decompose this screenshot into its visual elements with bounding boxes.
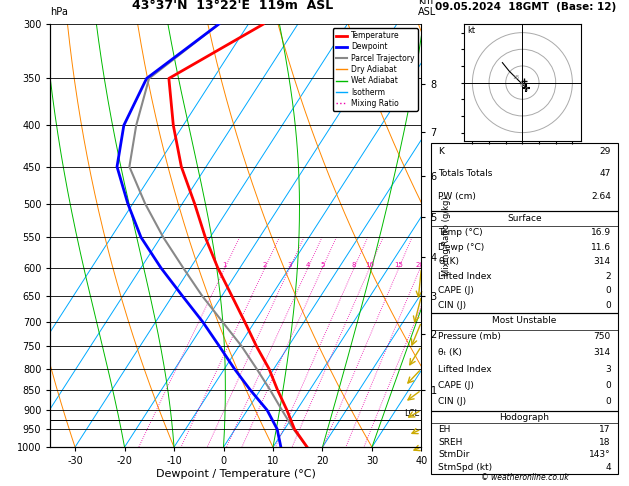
Text: K: K [438,147,444,156]
Text: 18: 18 [513,75,520,80]
Text: CAPE (J): CAPE (J) [438,381,474,390]
Text: 5: 5 [320,262,325,268]
Text: CIN (J): CIN (J) [438,397,467,406]
Text: Most Unstable: Most Unstable [493,316,557,325]
Text: Pressure (mb): Pressure (mb) [438,332,501,341]
Text: 314: 314 [594,348,611,357]
Text: Lifted Index: Lifted Index [438,364,492,374]
Text: StmSpd (kt): StmSpd (kt) [438,463,493,472]
Text: PW (cm): PW (cm) [438,192,476,201]
Text: hPa: hPa [50,7,68,17]
Text: Lifted Index: Lifted Index [438,272,492,281]
Text: 0: 0 [605,397,611,406]
Text: 20: 20 [416,262,425,268]
Text: SREH: SREH [438,438,463,447]
Text: Surface: Surface [507,214,542,223]
Text: 17: 17 [599,425,611,434]
Text: CAPE (J): CAPE (J) [438,287,474,295]
Legend: Temperature, Dewpoint, Parcel Trajectory, Dry Adiabat, Wet Adiabat, Isotherm, Mi: Temperature, Dewpoint, Parcel Trajectory… [333,28,418,111]
Text: CIN (J): CIN (J) [438,301,467,310]
Text: 10: 10 [365,262,374,268]
Text: 0: 0 [605,287,611,295]
Y-axis label: Mixing Ratio (g/kg): Mixing Ratio (g/kg) [442,196,451,276]
Text: 18: 18 [599,438,611,447]
Text: Hodograph: Hodograph [499,413,550,421]
Text: 11.6: 11.6 [591,243,611,252]
Text: 2.64: 2.64 [591,192,611,201]
Text: kt: kt [467,26,476,35]
Text: EH: EH [438,425,451,434]
Text: 750: 750 [594,332,611,341]
Text: θₜ (K): θₜ (K) [438,348,462,357]
Text: 314: 314 [594,258,611,266]
Text: 9: 9 [520,83,523,88]
Text: 29: 29 [599,147,611,156]
Text: 0: 0 [605,301,611,310]
Text: 8: 8 [352,262,357,268]
Text: 143°: 143° [589,451,611,459]
Text: 15: 15 [394,262,403,268]
X-axis label: Dewpoint / Temperature (°C): Dewpoint / Temperature (°C) [156,469,316,479]
Text: 3: 3 [605,364,611,374]
Text: θₜ(K): θₜ(K) [438,258,459,266]
Text: 4: 4 [306,262,310,268]
Text: Temp (°C): Temp (°C) [438,228,483,237]
Text: 3: 3 [287,262,292,268]
Text: 09.05.2024  18GMT  (Base: 12): 09.05.2024 18GMT (Base: 12) [435,2,616,12]
Text: 47: 47 [599,170,611,178]
Text: © weatheronline.co.uk: © weatheronline.co.uk [481,473,569,482]
Text: Dewp (°C): Dewp (°C) [438,243,484,252]
Text: 43°37'N  13°22'E  119m  ASL: 43°37'N 13°22'E 119m ASL [132,0,333,12]
Text: 2: 2 [263,262,267,268]
Text: 4: 4 [605,463,611,472]
Text: Totals Totals: Totals Totals [438,170,493,178]
Text: 0: 0 [605,381,611,390]
Text: StmDir: StmDir [438,451,470,459]
Text: 1: 1 [223,262,227,268]
Text: km
ASL: km ASL [418,0,437,17]
Text: 2: 2 [605,272,611,281]
Text: LCL: LCL [404,409,419,417]
Text: 0: 0 [525,87,528,92]
Text: 16.9: 16.9 [591,228,611,237]
